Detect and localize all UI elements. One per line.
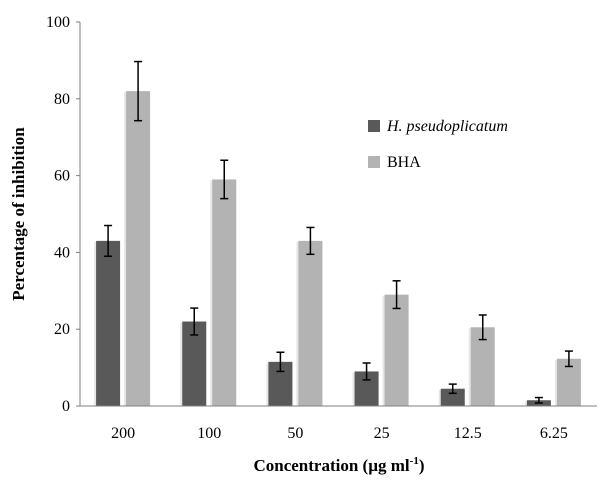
x-axis-label-superscript: -1 bbox=[410, 455, 419, 467]
y-axis-label: Percentage of inhibition bbox=[9, 127, 28, 301]
x-axis-label: Concentration (µg ml-1) bbox=[253, 455, 424, 475]
bar-bha-200 bbox=[126, 91, 151, 407]
plot-area bbox=[94, 60, 581, 407]
bar-bha-12-5 bbox=[470, 327, 495, 406]
x-tick-label: 6.25 bbox=[540, 425, 568, 442]
legend-swatch-h-pseudoplicatum bbox=[368, 120, 380, 132]
bar-h-pseudoplicatum-12-5 bbox=[440, 388, 465, 406]
x-tick-label: 50 bbox=[287, 425, 303, 442]
axes bbox=[79, 22, 597, 407]
x-tick-label: 12.5 bbox=[454, 425, 482, 442]
y-tick-label: 80 bbox=[54, 91, 70, 108]
x-tick-labels: 200 100 50 25 12.5 6.25 bbox=[111, 425, 568, 442]
x-tick-label: 25 bbox=[374, 425, 390, 442]
y-tick-label: 60 bbox=[54, 168, 70, 185]
y-tick-label: 40 bbox=[54, 244, 70, 261]
y-tick-label: 100 bbox=[46, 14, 70, 31]
legend: H. pseudoplicatum BHA bbox=[368, 118, 508, 171]
x-axis-label-close: ) bbox=[419, 456, 425, 475]
x-axis-label-main: Concentration (µg ml bbox=[253, 456, 409, 475]
bar-bha-100 bbox=[212, 179, 237, 406]
bar-h-pseudoplicatum-200 bbox=[96, 240, 121, 406]
legend-label-bha: BHA bbox=[387, 154, 421, 171]
x-tick-label: 200 bbox=[111, 425, 135, 442]
legend-label-h-pseudoplicatum: H. pseudoplicatum bbox=[386, 118, 508, 135]
y-tick-labels: 0 20 40 60 80 100 bbox=[46, 14, 80, 415]
y-tick-label: 0 bbox=[62, 398, 70, 415]
legend-swatch-bha bbox=[368, 156, 380, 168]
y-tick-label: 20 bbox=[54, 321, 70, 338]
bar-bha-25 bbox=[384, 294, 409, 406]
bar-bha-50 bbox=[298, 240, 323, 406]
x-tick-label: 100 bbox=[197, 425, 221, 442]
